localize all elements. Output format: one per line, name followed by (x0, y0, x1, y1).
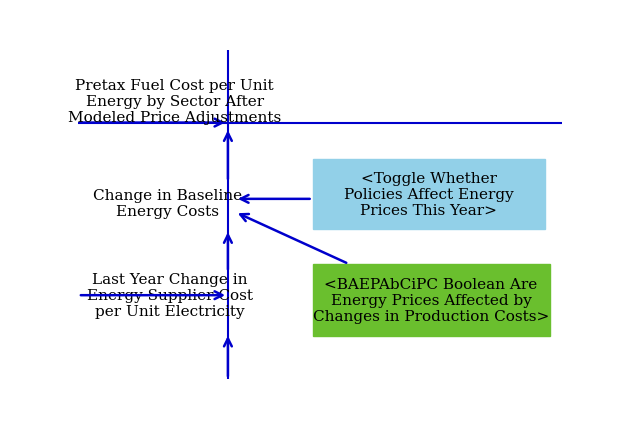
Text: Last Year Change in
Energy Supplier Cost
per Unit Electricity: Last Year Change in Energy Supplier Cost… (87, 272, 253, 319)
Text: <BAEPAbCiPC Boolean Are
Energy Prices Affected by
Changes in Production Costs>: <BAEPAbCiPC Boolean Are Energy Prices Af… (313, 277, 549, 324)
Bar (313, 159, 545, 230)
Bar (313, 264, 550, 337)
Text: <Toggle Whether
Policies Affect Energy
Prices This Year>: <Toggle Whether Policies Affect Energy P… (344, 172, 514, 218)
Text: Pretax Fuel Cost per Unit
Energy by Sector After
Modeled Price Adjustments: Pretax Fuel Cost per Unit Energy by Sect… (68, 79, 281, 125)
Text: Change in Baseline
Energy Costs: Change in Baseline Energy Costs (93, 189, 242, 219)
